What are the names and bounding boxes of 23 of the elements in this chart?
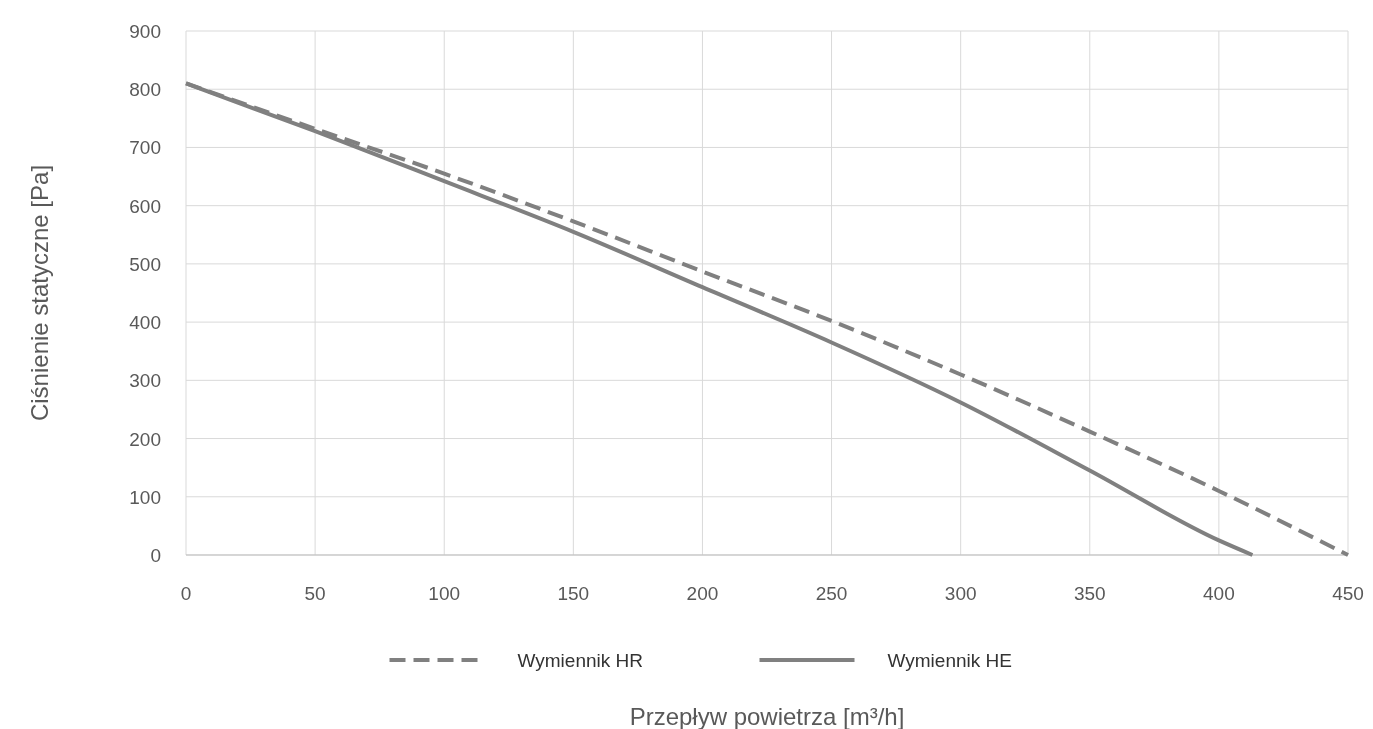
y-tick-label: 200 <box>129 428 161 450</box>
x-tick-label: 150 <box>557 583 590 604</box>
y-tick-label: 100 <box>129 486 161 508</box>
y-tick-label: 900 <box>129 21 161 42</box>
x-tick-label: 50 <box>304 583 326 604</box>
x-tick-label: 350 <box>1073 583 1106 604</box>
y-tick-label: 600 <box>129 195 161 217</box>
x-tick-label: 0 <box>180 583 192 604</box>
x-tick-label: 250 <box>815 583 848 604</box>
x-tick-label: 450 <box>1332 583 1364 604</box>
y-tick-label: 400 <box>129 312 161 334</box>
legend-label: Wymiennik HE <box>887 650 1012 671</box>
y-tick-label: 800 <box>129 79 161 101</box>
y-tick-label: 300 <box>129 370 161 392</box>
y-tick-label: 700 <box>129 137 161 159</box>
x-tick-label: 200 <box>686 583 719 604</box>
y-axis-title: Ciśnienie statyczne [Pa] <box>26 164 53 422</box>
x-tick-label: 100 <box>428 583 461 604</box>
x-tick-label: 400 <box>1203 583 1235 604</box>
x-tick-label: 300 <box>944 583 977 604</box>
y-tick-label: 500 <box>129 253 161 275</box>
legend-label: Wymiennik HR <box>517 650 643 671</box>
y-tick-label: 0 <box>150 545 161 566</box>
